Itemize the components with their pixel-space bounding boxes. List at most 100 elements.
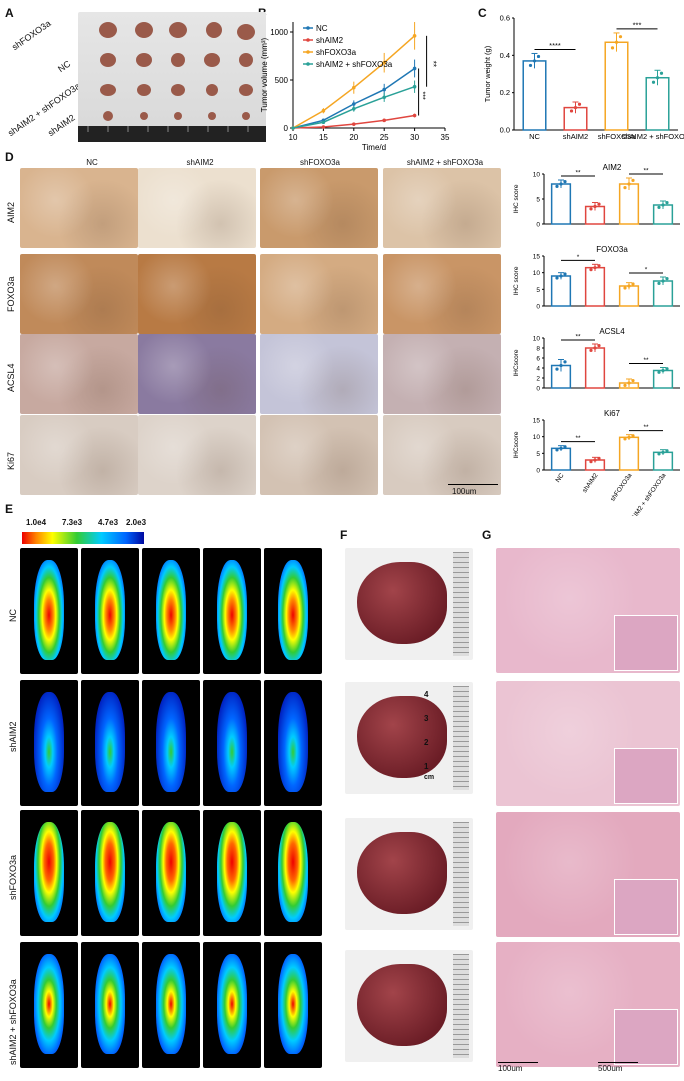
data-point — [352, 85, 356, 90]
ruler-mark-3: 3 — [424, 714, 429, 723]
data-point — [559, 363, 563, 368]
data-point — [589, 207, 593, 211]
x-tick-label: 10 — [289, 133, 298, 142]
sig-label: **** — [549, 41, 561, 50]
ihc-row-aim2: AIM2 — [6, 201, 16, 223]
he-image — [496, 942, 680, 1067]
liver — [357, 964, 447, 1046]
data-point — [610, 46, 615, 50]
data-point — [563, 445, 567, 449]
data-point — [659, 71, 664, 75]
panel-label-g: G — [482, 528, 492, 542]
mouse-signal — [217, 954, 247, 1054]
ivis-image — [142, 680, 200, 806]
data-point — [321, 108, 326, 113]
ihc-image — [383, 334, 501, 414]
mouse-signal — [34, 692, 64, 792]
ihc-image — [383, 254, 501, 334]
panel-label-a: A — [5, 6, 14, 20]
y-tick-label: 0.4 — [500, 51, 510, 60]
x-tick-label: shAIM2 — [563, 132, 588, 141]
ruler — [453, 686, 469, 790]
data-point — [555, 367, 559, 371]
tumor-photo — [78, 12, 266, 142]
he-scale-label-left: 100um — [498, 1064, 523, 1073]
ivis-image — [264, 810, 322, 936]
y-axis-label: Tumor weight (g) — [483, 45, 492, 102]
bar — [645, 76, 670, 131]
luminescence-colorbar — [22, 532, 144, 544]
ihc-chart-aim2: 0 5 10 IHC score AIM2 ** ** — [513, 163, 680, 228]
data-point — [559, 182, 563, 186]
x-tick-label: 30 — [410, 133, 419, 142]
ihc-col-nc: NC — [86, 158, 98, 167]
ruler-mark-1: 1 — [424, 762, 429, 771]
mouse-signal — [95, 560, 125, 660]
data-point — [614, 40, 619, 44]
mouse-signal — [156, 822, 186, 922]
mouse-signal — [34, 954, 64, 1054]
mouse-signal — [34, 822, 64, 922]
colorbar-label-1: 1.0e4 — [26, 518, 47, 527]
data-point — [589, 268, 593, 272]
data-point — [631, 379, 635, 383]
data-point — [627, 435, 631, 439]
ivis-image — [264, 942, 322, 1068]
ivis-row-shaim2: shAIM2 — [8, 721, 18, 752]
y-tick-label: 5 — [536, 451, 540, 458]
ivis-row-combo: shAIM2 + shFOXO3a — [8, 979, 18, 1065]
data-point — [563, 180, 567, 184]
y-tick-label: 2 — [536, 376, 540, 383]
mouse-signal — [278, 692, 308, 792]
y-tick-label: 8 — [536, 346, 540, 353]
data-point — [665, 277, 669, 281]
x-tick-label: 25 — [380, 133, 389, 142]
bar — [604, 41, 629, 131]
mouse-signal — [217, 692, 247, 792]
x-tick-label: shFOXO3a — [609, 472, 634, 503]
data-point — [665, 201, 669, 205]
ihc-row-acsl4: ACSL4 — [6, 363, 16, 392]
row-label-nc: NC — [56, 58, 73, 75]
colorbar-label-2: 7.3e3 — [62, 518, 83, 527]
data-point — [563, 360, 567, 364]
ivis-image — [20, 810, 78, 936]
ruler-cm: cm — [424, 774, 435, 781]
data-point — [631, 282, 635, 286]
bar — [584, 266, 606, 307]
data-point — [412, 84, 417, 89]
data-point — [597, 456, 601, 460]
ihc-chart-foxo3a: 0 5 10 15 IHC score FOXO3a * * — [513, 245, 680, 310]
chart-title: Ki67 — [604, 409, 621, 418]
liver — [357, 562, 447, 644]
row-label-shaim2: shAIM2 — [46, 112, 77, 139]
data-point — [382, 95, 386, 100]
bar — [618, 436, 640, 471]
data-point — [593, 204, 597, 209]
ivis-image — [142, 942, 200, 1068]
data-point — [563, 272, 567, 276]
ihc-chart-acsl4: 0 2 4 6 8 10 IHCscore ACSL4 ** ** — [513, 327, 680, 392]
sig-label: ** — [643, 168, 649, 175]
data-point — [623, 437, 627, 441]
data-point — [623, 186, 627, 190]
y-axis-label: Tumor volume (mm³) — [260, 37, 269, 112]
x-tick-label: shAIM2 + shFOXO3a — [626, 472, 667, 516]
tumor-photo-drawing — [78, 22, 266, 142]
ihc-image — [260, 334, 378, 414]
data-point — [593, 346, 597, 350]
he-inset — [614, 1009, 678, 1065]
legend-marker — [306, 62, 310, 66]
y-tick-label: 10 — [533, 172, 541, 179]
ruler — [453, 954, 469, 1058]
y-tick-label: 1000 — [270, 28, 288, 37]
panel-c-chart: 0.0 0.2 0.4 0.6 Tumor weight (g) NC shAIM2 shFO… — [483, 14, 684, 142]
he-inset — [614, 748, 678, 804]
data-point — [352, 102, 356, 106]
bar — [522, 60, 547, 131]
ihc-image — [138, 334, 256, 414]
ihc-image — [383, 415, 501, 495]
ivis-image — [264, 548, 322, 674]
chart-title: AIM2 — [603, 163, 622, 172]
data-point — [555, 184, 559, 188]
